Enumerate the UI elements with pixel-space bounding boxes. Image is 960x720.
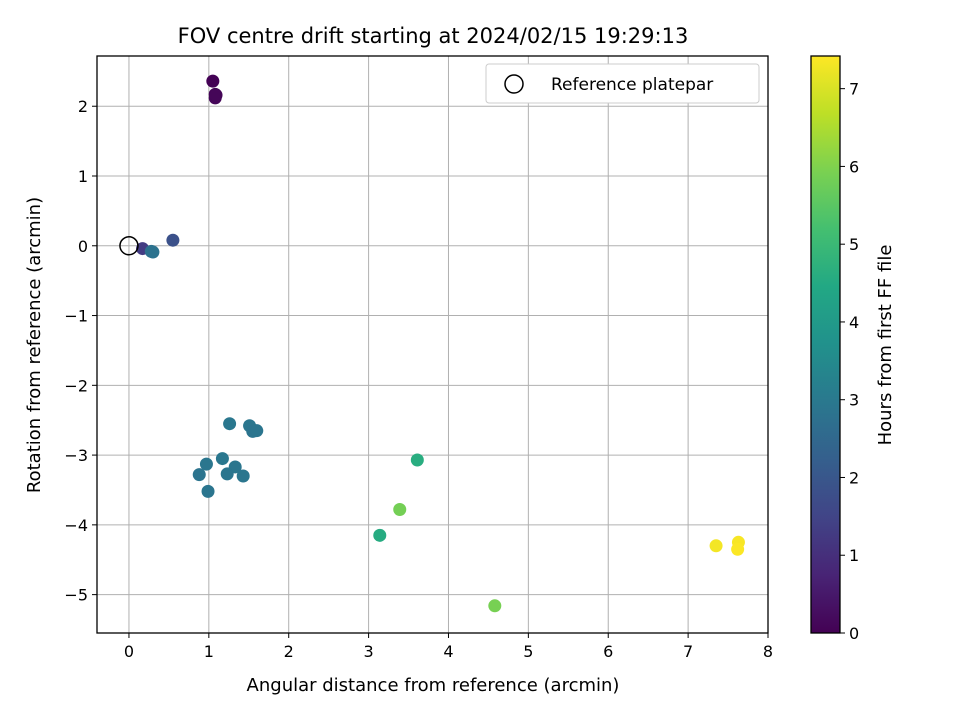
y-tick-label: −2 bbox=[64, 376, 88, 395]
y-tick-label: −4 bbox=[64, 516, 88, 535]
x-tick-label: 4 bbox=[443, 642, 453, 661]
data-point bbox=[206, 74, 220, 88]
data-point bbox=[731, 542, 745, 556]
x-tick-label: 7 bbox=[683, 642, 693, 661]
data-point bbox=[209, 88, 223, 102]
data-point bbox=[223, 417, 237, 431]
x-tick-label: 8 bbox=[763, 642, 773, 661]
plot-frame bbox=[96, 55, 769, 634]
y-tick-label: −3 bbox=[64, 446, 88, 465]
data-point bbox=[215, 452, 229, 466]
x-tick-label: 5 bbox=[523, 642, 533, 661]
y-tick-label: 1 bbox=[78, 167, 88, 186]
legend: Reference platepar bbox=[485, 63, 760, 104]
data-point bbox=[199, 457, 213, 471]
colorbar-tick-label: 6 bbox=[849, 157, 859, 176]
data-point bbox=[709, 539, 723, 553]
y-tick-label: 2 bbox=[78, 97, 88, 116]
y-tick-label: −1 bbox=[64, 307, 88, 326]
x-axis-label: Angular distance from reference (arcmin) bbox=[247, 675, 620, 696]
legend-label: Reference platepar bbox=[551, 75, 713, 95]
scatter-points bbox=[136, 74, 745, 613]
data-point bbox=[236, 469, 250, 483]
data-point bbox=[373, 528, 387, 542]
colorbar-tick-label: 2 bbox=[849, 468, 859, 487]
chart-title: FOV centre drift starting at 2024/02/15 … bbox=[178, 24, 689, 48]
grid-lines bbox=[97, 56, 769, 633]
y-tick-label: 0 bbox=[78, 237, 88, 256]
colorbar-ticks: 0 1 2 3 4 5 6 7 bbox=[840, 80, 859, 643]
data-point bbox=[146, 245, 160, 259]
reference-marker bbox=[119, 236, 139, 256]
colorbar-tick-label: 0 bbox=[849, 624, 859, 643]
x-tick-label: 6 bbox=[603, 642, 613, 661]
colorbar-tick-label: 5 bbox=[849, 235, 859, 254]
legend-box bbox=[485, 63, 760, 104]
data-point bbox=[220, 467, 234, 481]
y-axis-ticks: −5 −4 −3 −2 −1 0 1 2 bbox=[64, 97, 97, 605]
x-axis-ticks: 0 1 2 3 4 5 6 7 8 bbox=[124, 633, 773, 661]
y-tick-label: −5 bbox=[64, 586, 88, 605]
colorbar-tick-label: 4 bbox=[849, 313, 859, 332]
x-tick-label: 1 bbox=[204, 642, 214, 661]
colorbar-tick-label: 3 bbox=[849, 391, 859, 410]
data-point bbox=[393, 503, 407, 517]
legend-marker-icon bbox=[504, 74, 524, 94]
data-point bbox=[488, 599, 502, 613]
colorbar bbox=[810, 55, 841, 634]
x-tick-label: 0 bbox=[124, 642, 134, 661]
data-point bbox=[166, 233, 180, 247]
y-axis-label: Rotation from reference (arcmin) bbox=[24, 197, 45, 493]
colorbar-label: Hours from first FF file bbox=[875, 245, 896, 446]
colorbar-tick-label: 1 bbox=[849, 546, 859, 565]
colorbar-tick-label: 7 bbox=[849, 80, 859, 99]
data-point bbox=[201, 484, 215, 498]
x-tick-label: 3 bbox=[364, 642, 374, 661]
data-point bbox=[410, 453, 424, 467]
x-tick-label: 2 bbox=[284, 642, 294, 661]
data-point bbox=[192, 468, 206, 482]
data-point bbox=[250, 424, 264, 438]
